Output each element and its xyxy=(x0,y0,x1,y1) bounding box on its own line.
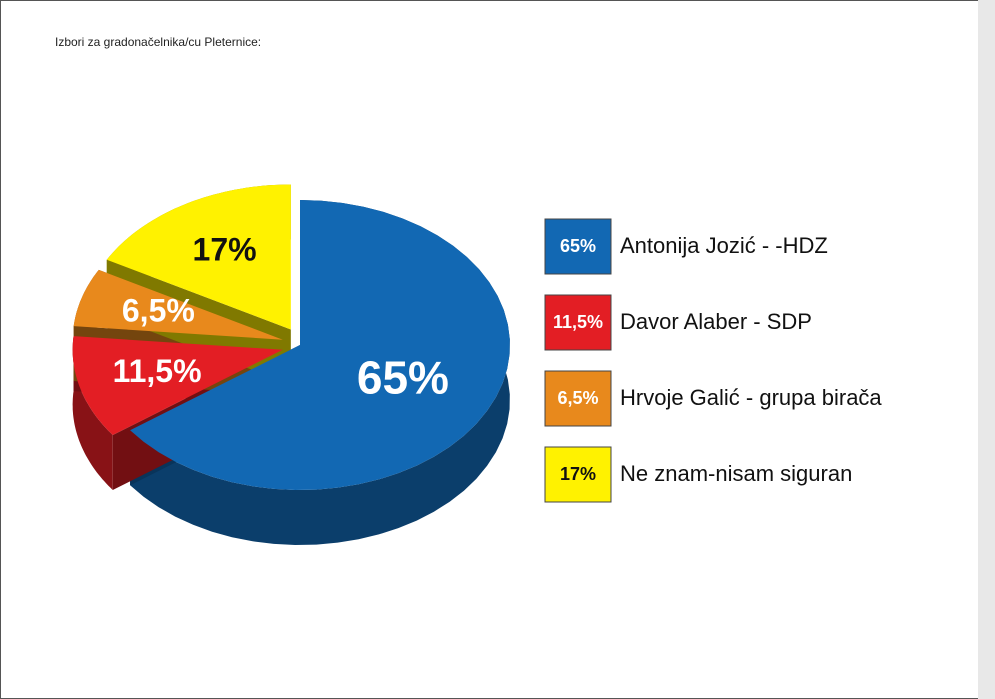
legend-value: 11,5% xyxy=(553,312,603,332)
legend-label: Ne znam-nisam siguran xyxy=(620,461,852,486)
slice xyxy=(130,200,510,490)
data-label: 11,5% xyxy=(113,353,202,389)
legend-swatch xyxy=(544,446,612,503)
chart-title: Izbori za gradonačelnika/cu Pleternice: xyxy=(55,35,261,49)
legend-label: Hrvoje Galić - grupa birača xyxy=(620,385,882,410)
slice-side xyxy=(72,336,113,490)
slice xyxy=(73,269,283,340)
legend: 65% Antonija Jozić - -HDZ 11,5% Davor Alabe… xyxy=(544,218,882,503)
legend-value: 6,5% xyxy=(557,388,598,408)
pie: 65% 11,5% 6,5% 17% xyxy=(72,184,510,545)
page-edge xyxy=(978,0,995,699)
legend-label: Antonija Jozić - -HDZ xyxy=(620,233,828,258)
slice-side xyxy=(130,200,510,545)
legend-value: 17% xyxy=(560,464,596,484)
legend-swatch xyxy=(544,370,612,427)
legend-label: Davor Alaber - SDP xyxy=(620,309,812,334)
data-label: 65% xyxy=(357,351,449,403)
data-label: 17% xyxy=(193,232,257,268)
legend-value: 65% xyxy=(560,236,596,256)
data-label: 6,5% xyxy=(122,293,195,329)
legend-swatch xyxy=(544,294,612,351)
legend-swatch xyxy=(544,218,612,275)
slice xyxy=(106,184,291,330)
slice xyxy=(72,336,283,435)
